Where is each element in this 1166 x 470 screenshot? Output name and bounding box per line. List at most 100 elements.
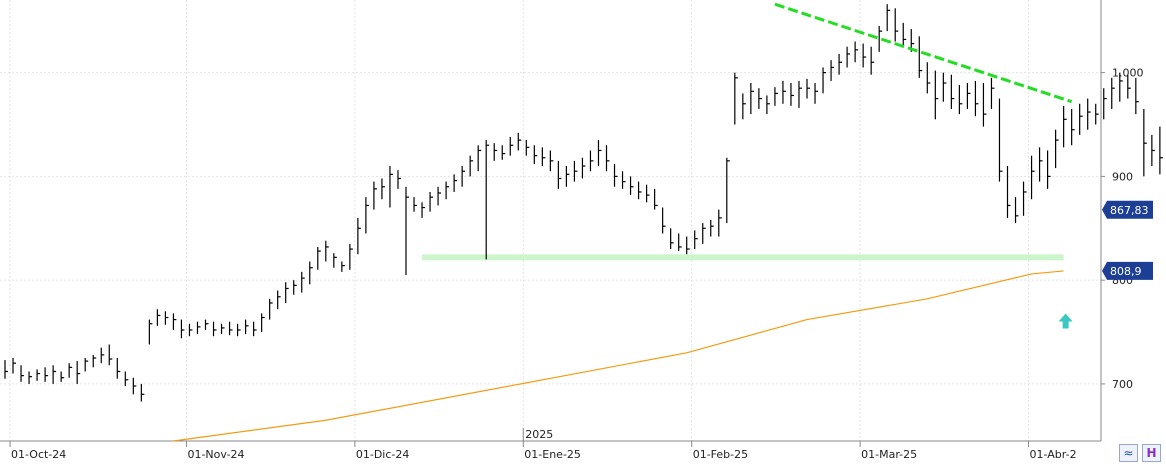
ohlc-bar <box>742 93 746 120</box>
ohlc-bar <box>68 363 73 378</box>
ohlc-bar <box>581 157 586 179</box>
ohlc-bar <box>1063 105 1067 148</box>
ohlc-bar <box>501 145 506 160</box>
ohlc-bar <box>1055 129 1059 169</box>
ohlc-bar <box>212 321 217 337</box>
ohlc-bar <box>726 157 730 224</box>
ohlc-bar <box>718 209 722 237</box>
save-icon: H <box>1146 446 1157 460</box>
ohlc-bar <box>645 184 650 203</box>
ohlc-bar <box>678 233 682 252</box>
ohlc-bar <box>798 80 802 108</box>
ohlc-bar <box>261 313 265 333</box>
ohlc-bar <box>1022 181 1027 216</box>
ohlc-bar <box>958 85 963 115</box>
ohlc-bar <box>124 371 129 387</box>
ohlc-bar <box>662 207 666 234</box>
ohlc-bar <box>637 181 642 200</box>
ohlc-bar <box>654 188 658 210</box>
ohlc-bar <box>950 74 955 109</box>
ohlc-bar <box>1014 197 1019 224</box>
ohlc-bar <box>164 311 169 325</box>
ohlc-bar <box>758 88 762 109</box>
ohlc-bar <box>1111 77 1115 109</box>
ohlc-bar <box>525 140 530 156</box>
ohlc-bar <box>140 383 145 402</box>
ohlc-bar <box>92 354 97 368</box>
ohlc-bar <box>774 87 778 106</box>
ohlc-bar <box>854 41 859 63</box>
ohlc-bar <box>998 98 1003 182</box>
ohlc-bar <box>982 83 987 127</box>
ohlc-bar <box>870 46 875 75</box>
x-tick-label: 01-Feb-25 <box>693 448 748 461</box>
axes <box>0 0 1102 442</box>
ohlc-bar <box>942 72 947 102</box>
ohlc-bar <box>293 280 297 295</box>
ohlc-bar <box>220 323 225 335</box>
x-tick-label: 01-Abr-2 <box>1030 448 1077 461</box>
ohlc-bar <box>1079 103 1083 135</box>
ohlc-bar <box>918 36 923 78</box>
ohlc-bar <box>1071 108 1075 146</box>
ohlc-bar <box>822 67 827 94</box>
ohlc-bar <box>597 140 602 167</box>
ohlc-bar <box>1095 103 1099 125</box>
y-tick-label: 700 <box>1112 378 1133 391</box>
ohlc-bar <box>204 319 209 330</box>
ohlc-bar <box>52 365 57 384</box>
resistance-trendline <box>774 2 1073 104</box>
ohlc-bar <box>309 261 313 285</box>
ohlc-bar <box>1135 77 1139 115</box>
ohlc-bar <box>670 228 674 250</box>
x-tick-label: 01-Nov-24 <box>187 448 244 461</box>
x-tick-label: 01-Ene-25 <box>524 448 581 461</box>
ohlc-bar <box>509 136 514 156</box>
ohlc-bar <box>429 191 434 212</box>
price-badge <box>1102 200 1153 219</box>
ohlc-bar <box>557 160 562 189</box>
ohlc-bar <box>686 236 690 255</box>
ohlc-bar <box>277 290 281 310</box>
ohlc-bar <box>132 377 137 395</box>
up-arrow-icon <box>1058 313 1073 329</box>
draw-tool-button[interactable]: ≈ <box>1119 444 1138 462</box>
ohlc-bar <box>990 77 995 109</box>
ohlc-bar <box>1127 74 1131 99</box>
price-badge <box>1102 261 1153 280</box>
ohlc-bar <box>341 261 345 272</box>
ohlc-bar <box>317 246 321 270</box>
y-tick-label: 900 <box>1112 170 1133 183</box>
grid <box>0 0 1105 447</box>
ohlc-bar <box>60 371 65 382</box>
ohlc-bar <box>573 160 578 182</box>
ohlc-bar <box>886 4 891 32</box>
ohlc-bar <box>100 347 105 364</box>
ohlc-bar <box>734 72 738 125</box>
ohlc-bar <box>28 371 33 384</box>
ohlc-bar <box>421 202 426 218</box>
ohlc-bar <box>702 223 706 244</box>
ohlc-bar <box>1006 166 1011 218</box>
ohlc-bar <box>116 357 121 379</box>
ohlc-bar <box>36 369 41 381</box>
ohlc-bar <box>974 80 979 117</box>
ohlc-bar <box>453 174 458 192</box>
ohlc-bar <box>469 155 474 177</box>
ohlc-bar <box>766 95 770 115</box>
save-button[interactable]: H <box>1142 444 1161 462</box>
price-badge-label: 808,9 <box>1110 265 1142 278</box>
ohlc-bar <box>445 181 450 200</box>
ohlc-bar <box>806 78 810 99</box>
ohlc-bar <box>589 150 594 172</box>
ohlc-bar <box>1143 108 1147 177</box>
x-tick-label: 01-Dic-24 <box>356 448 410 461</box>
price-badge-label: 867,83 <box>1110 204 1149 217</box>
ohlc-bar <box>108 344 113 366</box>
ohlc-bar <box>84 357 89 372</box>
ohlc-bar <box>236 323 241 337</box>
ohlc-bar <box>269 298 273 320</box>
ohlc-bar <box>1151 134 1155 167</box>
